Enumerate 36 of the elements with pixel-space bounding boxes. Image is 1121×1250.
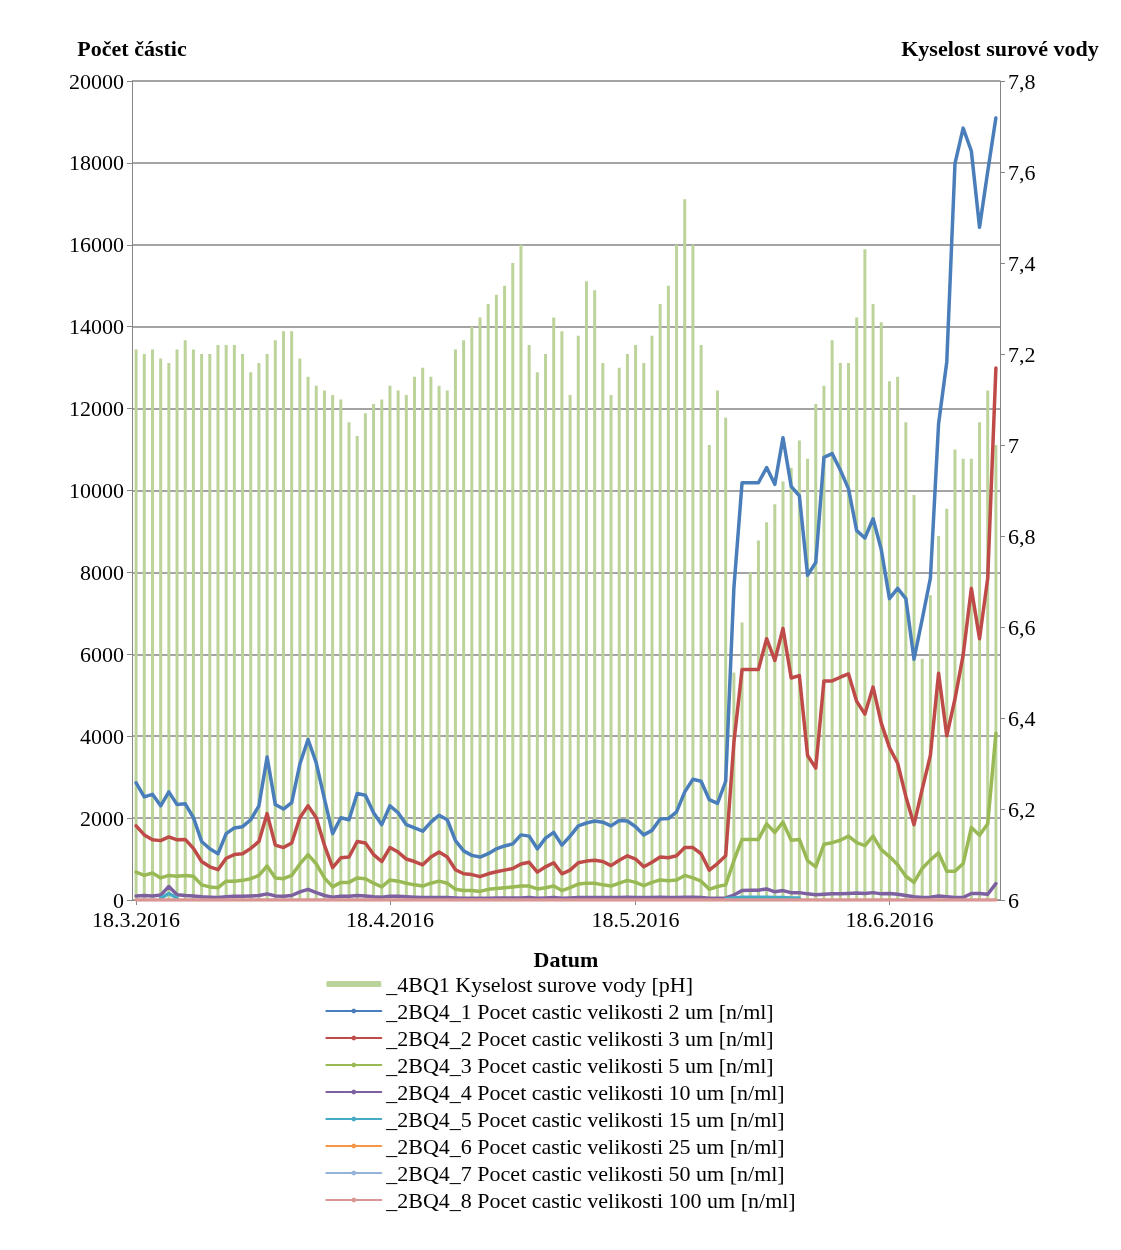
y-tick-label: 18000 [69, 150, 124, 176]
y-tick-label: 6000 [80, 641, 124, 667]
x-tick-label: 18.4.2016 [345, 906, 434, 932]
y2-tick-label: 6 [1008, 887, 1019, 913]
y2-tick-label: 6,4 [1008, 705, 1036, 731]
y2-tick-label: 7 [1008, 432, 1019, 458]
y-tick-label: 12000 [69, 396, 124, 422]
legend-label: _2BQ4_8 Pocet castic velikosti 100 um [n/ml] [385, 1187, 796, 1213]
y2-tick-label: 6,8 [1008, 523, 1036, 549]
y2-tick-label: 7,4 [1008, 250, 1036, 276]
y2-tick-label: 7,2 [1008, 341, 1036, 367]
y-tick-label: 4000 [80, 723, 124, 749]
y-tick-label: 10000 [69, 478, 124, 503]
x-axis-title: Datum [533, 946, 599, 972]
legend-label: _2BQ4_1 Pocet castic velikosti 2 um [n/ml] [385, 998, 774, 1024]
legend-label: _2BQ4_2 Pocet castic velikosti 3 um [n/ml] [385, 1025, 774, 1051]
y-tick-label: 2000 [80, 805, 124, 831]
legend-label: _2BQ4_5 Pocet castic velikosti 15 um [n/ml] [385, 1106, 785, 1132]
legend-label: _2BQ4_3 Pocet castic velikosti 5 um [n/ml] [385, 1052, 774, 1078]
y2-tick-label: 6,2 [1008, 796, 1036, 822]
y-tick-label: 14000 [69, 314, 124, 340]
y2-tick-label: 6,6 [1008, 614, 1036, 640]
y2-tick-label: 7,6 [1008, 159, 1036, 185]
y-axis-title: Počet částic [77, 35, 187, 61]
y-tick-label: 0 [113, 887, 124, 913]
y-tick-label: 16000 [69, 232, 124, 258]
legend-label: _4BQ1 Kyselost surove vody [pH] [385, 971, 694, 997]
x-tick-label: 18.5.2016 [591, 906, 680, 932]
y2-axis-title: Kyselost surové vody [901, 35, 1099, 61]
y-tick-label: 8000 [80, 559, 124, 585]
y2-tick-label: 7,8 [1008, 68, 1036, 94]
y-tick-label: 20000 [69, 68, 124, 94]
legend-label: _2BQ4_7 Pocet castic velikosti 50 um [n/ml] [385, 1160, 785, 1186]
legend-label: _2BQ4_4 Pocet castic velikosti 10 um [n/ml] [385, 1079, 785, 1105]
x-tick-label: 18.6.2016 [845, 906, 934, 932]
legend-label: _2BQ4_6 Pocet castic velikosti 25 um [n/ml] [385, 1133, 785, 1159]
